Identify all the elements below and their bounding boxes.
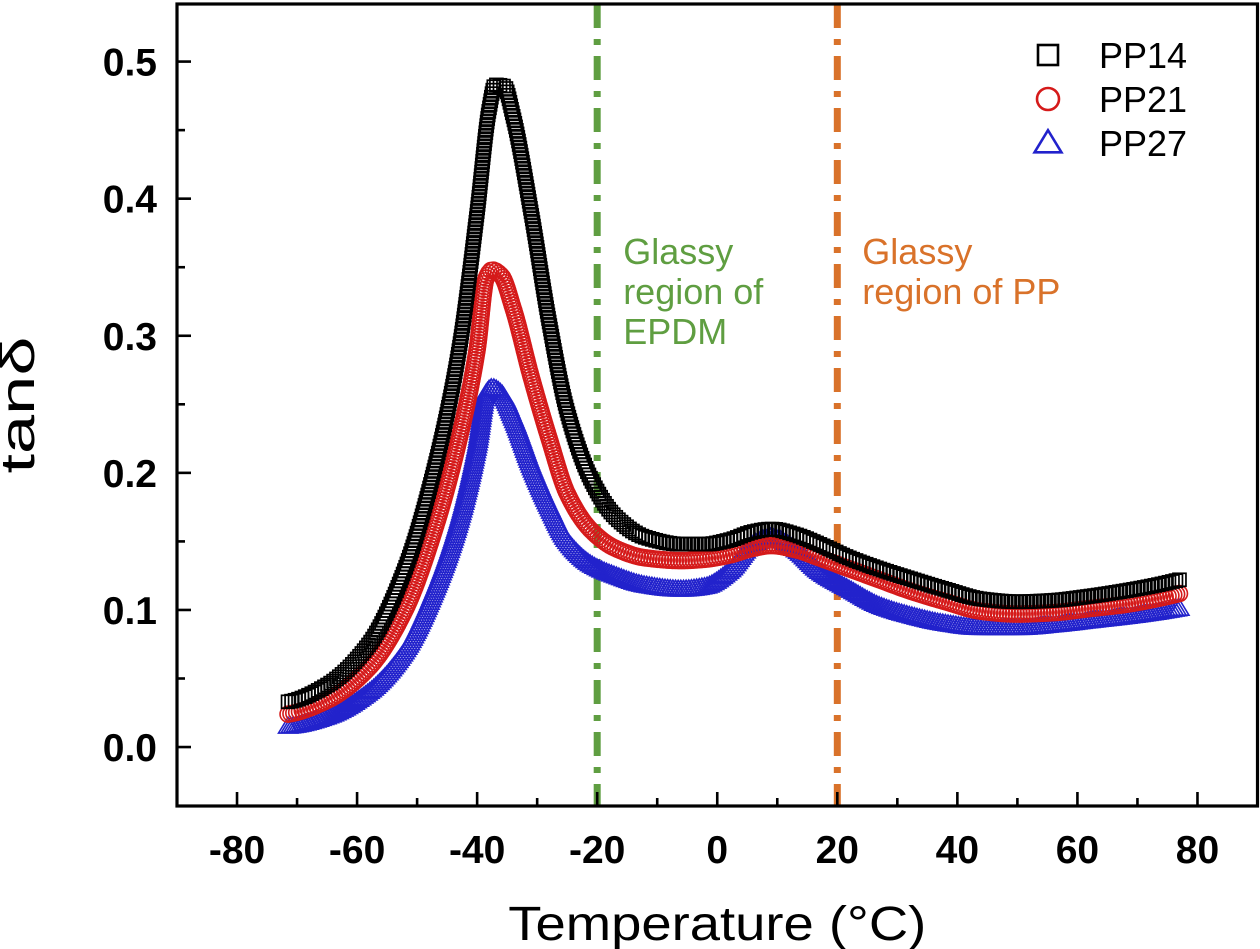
svg-text:Temperature (°C): Temperature (°C) — [508, 898, 926, 949]
svg-text:EPDM: EPDM — [623, 311, 727, 352]
svg-text:0.3: 0.3 — [103, 316, 157, 359]
svg-text:PP21: PP21 — [1099, 79, 1187, 120]
svg-text:-40: -40 — [449, 829, 505, 872]
svg-text:region of PP: region of PP — [862, 271, 1060, 312]
svg-text:0: 0 — [706, 829, 728, 872]
svg-text:40: 40 — [936, 829, 979, 872]
svg-text:0.4: 0.4 — [103, 179, 158, 222]
svg-text:0.5: 0.5 — [103, 42, 157, 85]
svg-text:0.2: 0.2 — [103, 453, 157, 496]
svg-text:-60: -60 — [329, 829, 385, 872]
svg-text:Glassy: Glassy — [623, 231, 733, 272]
svg-text:PP14: PP14 — [1099, 35, 1187, 76]
svg-text:Glassy: Glassy — [862, 231, 972, 272]
svg-text:tanδ: tanδ — [0, 337, 45, 474]
svg-text:PP27: PP27 — [1099, 123, 1187, 164]
svg-text:-80: -80 — [209, 829, 265, 872]
svg-text:0.0: 0.0 — [103, 727, 157, 770]
svg-text:0.1: 0.1 — [103, 590, 157, 633]
svg-text:20: 20 — [816, 829, 859, 872]
svg-text:-20: -20 — [569, 829, 625, 872]
svg-text:80: 80 — [1176, 829, 1219, 872]
svg-text:region of: region of — [623, 271, 764, 312]
svg-text:60: 60 — [1056, 829, 1099, 872]
